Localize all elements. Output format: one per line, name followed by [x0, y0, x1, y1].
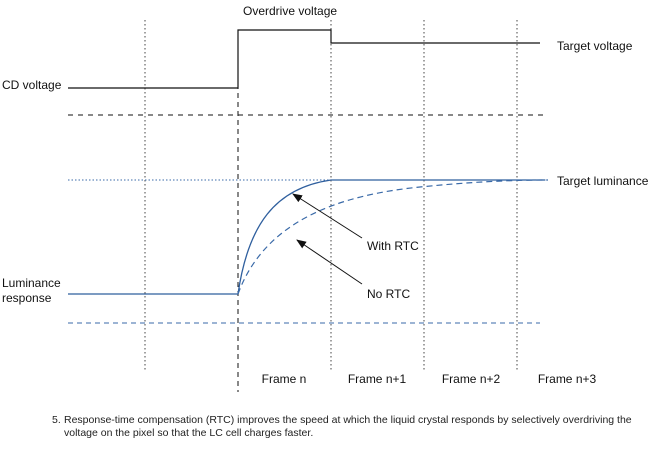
no-rtc-label: No RTC [367, 287, 410, 301]
luminance-response-label-line1: Luminance [2, 276, 61, 290]
frame-label-n1: Frame n+1 [348, 372, 407, 386]
caption-text: Response-time compensation (RTC) improve… [64, 414, 632, 439]
target-luminance-label: Target luminance [557, 174, 649, 188]
frame-label-n3: Frame n+3 [538, 372, 597, 386]
caption-number: 5. [52, 414, 61, 426]
frame-label-n2: Frame n+2 [442, 372, 501, 386]
target-voltage-label: Target voltage [557, 39, 633, 53]
frame-grid [144, 20, 518, 372]
voltage-waveform [68, 29, 540, 89]
with-rtc-curve [237, 179, 545, 295]
with-rtc-arrow [292, 193, 363, 239]
lcd-voltage-label: CD voltage [2, 78, 62, 92]
with-rtc-label: With RTC [367, 239, 419, 253]
frame-label-n: Frame n [262, 372, 307, 386]
luminance-response-label-line2: response [2, 291, 52, 305]
overdrive-voltage-label: Overdrive voltage [243, 4, 337, 18]
figure-caption: 5. Response-time compensation (RTC) impr… [52, 414, 650, 440]
no-rtc-arrow [296, 239, 363, 285]
